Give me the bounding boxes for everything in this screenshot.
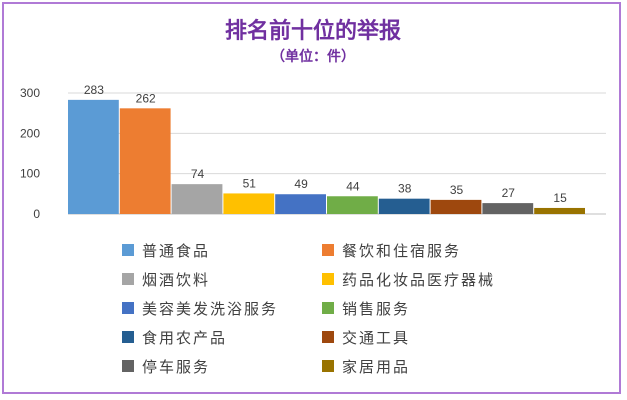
data-label: 74: [191, 167, 205, 181]
data-label: 283: [84, 83, 104, 97]
bar-10: [534, 207, 585, 214]
y-tick-label: 200: [20, 126, 40, 140]
bar-5: [275, 194, 326, 214]
legend-swatch: [122, 273, 134, 285]
chart-title: 排名前十位的举报: [225, 18, 401, 44]
bar-8: [430, 199, 482, 214]
legend-label: 食用农产品: [142, 329, 227, 347]
data-label: 38: [398, 182, 412, 196]
y-tick-label: 0: [33, 207, 40, 221]
bar-4: [223, 193, 275, 214]
data-label: 35: [450, 183, 464, 197]
data-labels: 283 262 74 51 49 44 38 35 27 15: [84, 83, 567, 205]
legend-swatch: [322, 273, 334, 285]
legend-label: 药品化妆品医疗器械: [342, 271, 495, 289]
legend-swatch: [322, 360, 334, 372]
legend-swatch: [322, 302, 334, 314]
legend-label: 普通食品: [142, 242, 210, 260]
data-label: 49: [294, 177, 308, 191]
bar-7: [378, 198, 430, 214]
bar-2: [119, 108, 171, 214]
legend-label: 烟酒饮料: [142, 271, 210, 289]
bar-3: [171, 184, 223, 214]
legend-label: 停车服务: [142, 358, 210, 376]
data-label: 262: [136, 91, 156, 105]
data-label: 44: [346, 179, 360, 193]
legend-swatch: [322, 331, 334, 343]
legend-swatch: [122, 302, 134, 314]
legend-label: 餐饮和住宿服务: [342, 242, 461, 260]
bar-6: [327, 196, 378, 214]
legend-swatch: [322, 244, 334, 256]
legend-label: 交通工具: [342, 329, 410, 347]
legend-label: 销售服务: [342, 300, 410, 318]
data-label: 15: [553, 191, 567, 205]
legend-swatch: [122, 360, 134, 372]
bar-9: [482, 203, 534, 214]
legend-swatch: [122, 331, 134, 343]
legend-label: 家居用品: [342, 358, 410, 376]
y-axis-ticks: 0 100 200 300: [20, 86, 40, 221]
data-label: 51: [243, 176, 257, 190]
y-tick-label: 100: [20, 167, 40, 181]
legend-label: 美容美发洗浴服务: [142, 300, 278, 318]
bar-1: [68, 99, 119, 214]
data-label: 27: [502, 186, 516, 200]
chart-subtitle: （单位：件）: [271, 48, 355, 65]
legend-swatch: [122, 244, 134, 256]
y-tick-label: 300: [20, 86, 40, 100]
bars: [68, 99, 585, 214]
